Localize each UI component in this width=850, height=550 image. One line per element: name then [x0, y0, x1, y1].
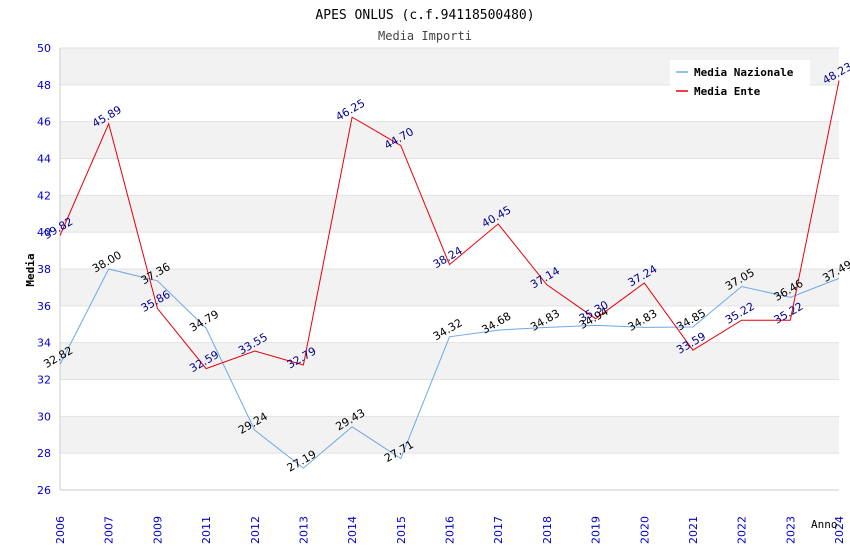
x-tick-label: 2024 — [833, 516, 846, 544]
x-tick-label: 2018 — [541, 516, 554, 544]
chart-subtitle: Media Importi — [378, 29, 472, 43]
grid-band — [60, 342, 839, 380]
y-tick-label: 50 — [37, 42, 51, 55]
chart-title: APES ONLUS (c.f.94118500480) — [315, 8, 534, 23]
y-tick-label: 42 — [37, 189, 51, 202]
x-tick-label: 2016 — [444, 516, 457, 544]
x-tick-label: 2023 — [784, 516, 797, 544]
y-tick-label: 28 — [37, 447, 51, 460]
series-line-media-nazionale — [59, 268, 840, 469]
legend: Media Nazionale Media Ente — [670, 60, 810, 102]
y-tick-label: 32 — [37, 374, 51, 387]
x-tick-label: 2017 — [492, 516, 505, 544]
x-tick-label: 2009 — [151, 516, 164, 544]
y-tick-label: 46 — [37, 116, 51, 129]
legend-label: Media Nazionale — [694, 66, 794, 79]
legend-box — [670, 60, 810, 102]
y-tick-label: 30 — [37, 410, 51, 423]
x-tick-label: 2011 — [200, 516, 213, 544]
series-lines — [59, 80, 840, 469]
x-tick-label: 2022 — [736, 516, 749, 544]
x-tick-label: 2013 — [297, 516, 310, 544]
x-tick-label: 2007 — [103, 516, 116, 544]
x-tick-label: 2014 — [346, 516, 359, 544]
grid-band — [60, 416, 839, 454]
y-tick-label: 40 — [37, 226, 51, 239]
y-tick-label: 34 — [37, 337, 51, 350]
series-line-media-ente — [59, 80, 840, 370]
legend-label: Media Ente — [694, 85, 761, 98]
plot-background — [59, 47, 839, 491]
x-tick-label: 2019 — [590, 516, 603, 544]
x-axis-label: Anno — [811, 518, 838, 531]
y-axis: 26 28 30 32 34 36 38 40 42 44 46 48 50 — [37, 42, 51, 497]
grid-band — [60, 121, 839, 159]
x-tick-label: 2012 — [249, 516, 262, 544]
y-tick-label: 48 — [37, 79, 51, 92]
y-tick-label: 26 — [37, 484, 51, 497]
y-axis-label: Media — [24, 253, 37, 286]
y-tick-label: 36 — [37, 300, 51, 313]
y-tick-label: 38 — [37, 263, 51, 276]
x-tick-label: 2021 — [687, 516, 700, 544]
grid-band — [60, 269, 839, 306]
x-axis: 2006 2007 2009 2011 2012 2013 2014 2015 2016 2017… — [54, 516, 846, 544]
x-tick-label: 2015 — [395, 516, 408, 544]
x-tick-label: 2006 — [54, 516, 67, 544]
x-tick-label: 2020 — [638, 516, 651, 544]
grid-band — [60, 195, 839, 233]
y-tick-label: 44 — [37, 153, 51, 166]
